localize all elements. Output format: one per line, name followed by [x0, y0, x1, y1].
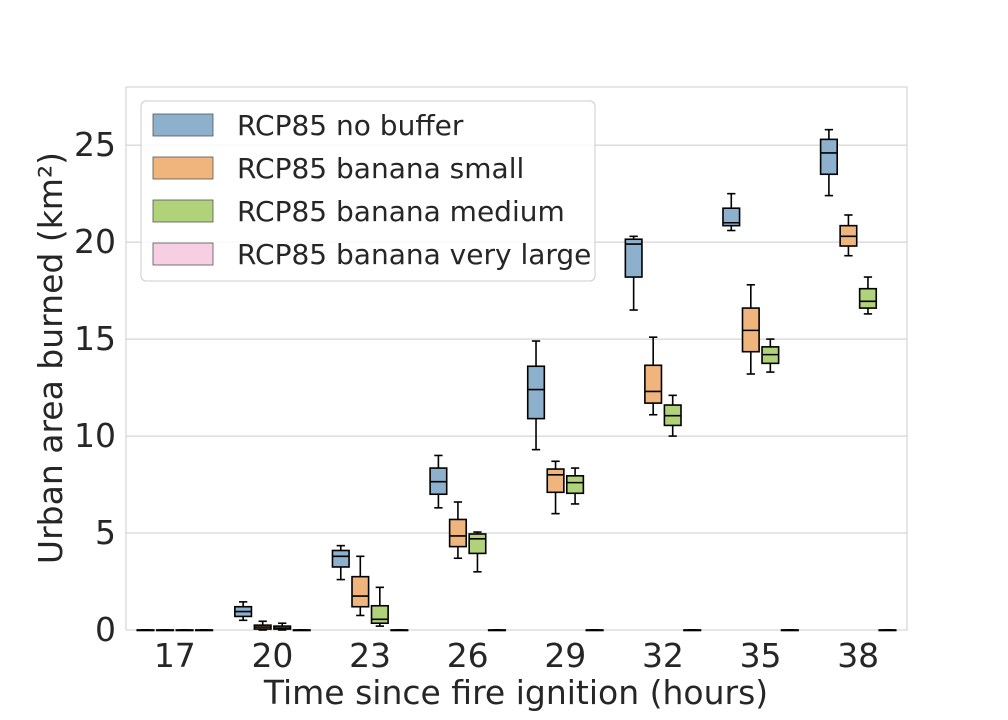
legend-item: RCP85 banana medium [152, 195, 565, 228]
box [683, 629, 702, 632]
box [780, 629, 799, 632]
box [429, 454, 448, 509]
box [624, 235, 643, 311]
x-tick-labels: 17 20 23 26 29 32 35 38 [154, 636, 879, 675]
x-tick-label: 29 [544, 636, 586, 675]
box [839, 214, 858, 257]
x-tick-label: 26 [447, 636, 489, 675]
box [819, 128, 838, 197]
box [565, 467, 585, 505]
box [351, 555, 370, 617]
x-axis-label: Time since fire ignition (hours) [263, 673, 768, 712]
legend-items: RCP85 no buffer RCP85 banana small RCP85 b… [152, 109, 591, 271]
legend-swatch [152, 156, 214, 180]
box [741, 284, 760, 375]
y-axis-label: Urban area burned (km²) [31, 152, 70, 564]
box-body [858, 287, 878, 309]
legend-frame [140, 100, 596, 282]
legend: RCP85 no buffer RCP85 banana small RCP85 b… [140, 100, 596, 282]
x-tick-label: 17 [154, 636, 196, 675]
box [175, 629, 194, 632]
box [234, 601, 253, 622]
y-tick-label: 10 [74, 416, 116, 455]
box [136, 629, 155, 632]
box [273, 622, 292, 631]
y-tick-labels: 0 5 10 15 20 25 [74, 125, 116, 649]
boxes-layer [136, 128, 897, 632]
legend-label: RCP85 banana small [237, 152, 524, 185]
box-body [644, 364, 663, 404]
box [858, 276, 878, 315]
x-tick-label: 32 [642, 636, 684, 675]
legend-label: RCP85 banana medium [237, 195, 565, 228]
legend-item: RCP85 no buffer [152, 109, 464, 142]
box-body [468, 533, 487, 555]
box [155, 629, 175, 632]
plot-frame [125, 86, 908, 631]
box [468, 531, 487, 573]
box-body [448, 518, 468, 548]
box [526, 340, 546, 451]
box [253, 620, 272, 631]
box [644, 336, 663, 416]
legend-swatch [152, 113, 214, 137]
box-body [526, 365, 546, 420]
box [487, 629, 507, 632]
x-tick-label: 38 [837, 636, 879, 675]
box [663, 394, 682, 437]
box-body [819, 138, 838, 176]
legend-item: RCP85 banana very large [152, 238, 591, 271]
legend-item: RCP85 banana small [152, 152, 524, 185]
x-tick-label: 23 [349, 636, 391, 675]
box [195, 629, 214, 632]
box [585, 629, 604, 632]
legend-label: RCP85 no buffer [237, 109, 464, 142]
box [448, 501, 468, 560]
box-body [546, 468, 565, 494]
box [292, 629, 311, 632]
y-tick-label: 5 [95, 513, 116, 552]
legend-label: RCP85 banana very large [237, 238, 591, 271]
y-tick-label: 15 [74, 319, 116, 358]
box-body [722, 207, 741, 227]
x-tick-label: 20 [251, 636, 293, 675]
box-body [370, 604, 389, 625]
y-tick-label: 20 [74, 222, 116, 261]
x-tick-label: 35 [740, 636, 782, 675]
box [546, 460, 565, 515]
box [761, 338, 780, 373]
legend-swatch [152, 242, 214, 266]
box [370, 586, 389, 627]
box [878, 629, 897, 632]
box [390, 629, 409, 632]
box [722, 192, 741, 232]
box [331, 544, 350, 581]
y-tick-label: 25 [74, 125, 116, 164]
box-body [624, 238, 643, 278]
box-body [331, 549, 350, 568]
box-body [565, 475, 585, 495]
legend-swatch [152, 199, 214, 223]
y-tick-label: 0 [95, 610, 116, 649]
box-body [351, 575, 370, 608]
